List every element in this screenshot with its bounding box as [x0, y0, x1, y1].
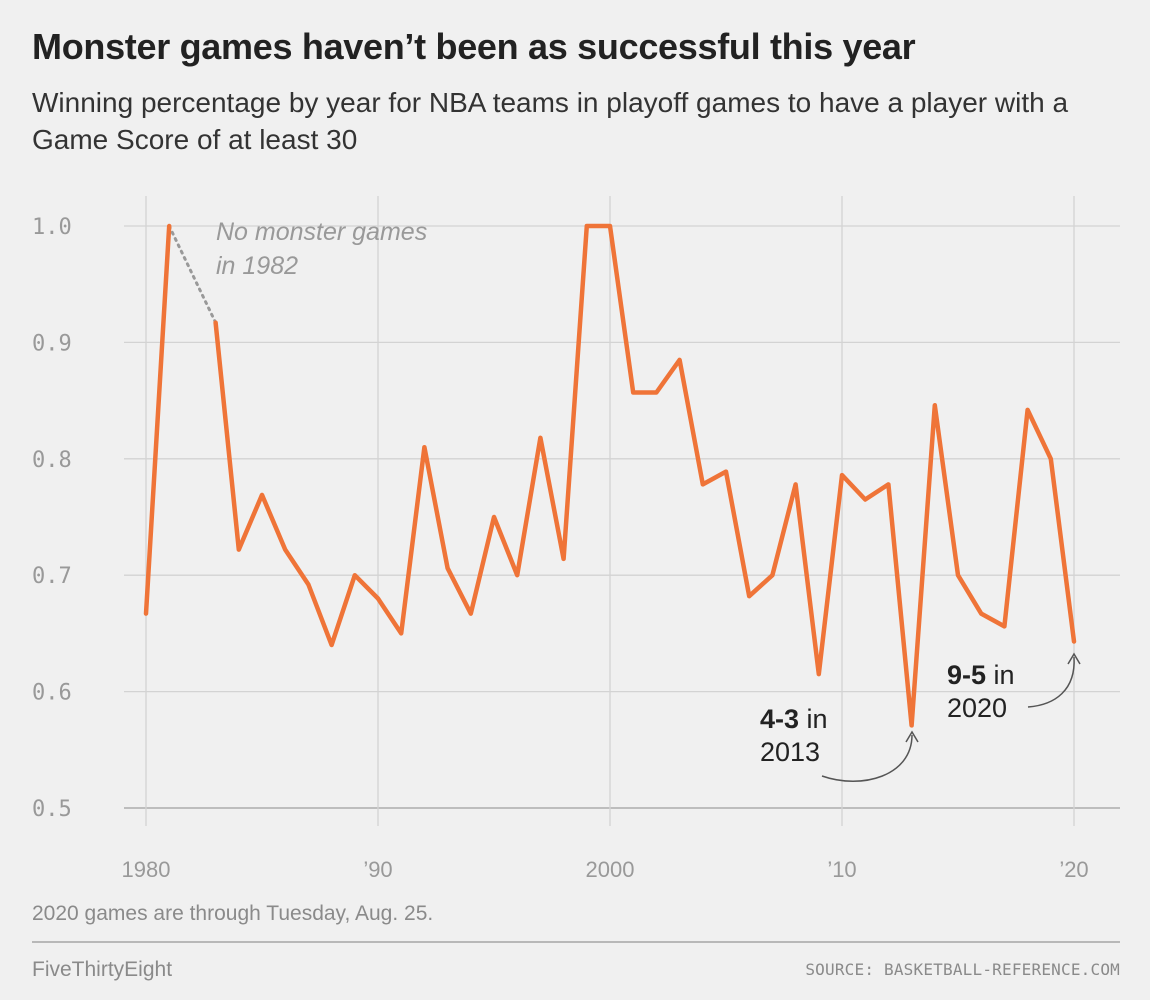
- series-line: [143, 223, 172, 616]
- series-lines: [143, 223, 1077, 728]
- series-line: [213, 223, 1077, 728]
- annotation-2013: 4-3 in 2013: [760, 704, 835, 767]
- y-tick-label: 0.5: [32, 797, 72, 822]
- chart-footnote: 2020 games are through Tuesday, Aug. 25.: [32, 902, 434, 925]
- annotation-2013-arrowhead: [905, 730, 919, 743]
- chart-subtitle: Winning percentage by year for NBA teams…: [32, 87, 1069, 155]
- annotation-2013-in: in: [799, 704, 828, 734]
- grid-lines: [124, 196, 1120, 826]
- annotation-2020-in: in: [986, 660, 1015, 690]
- gap-dotted-line: [167, 224, 218, 325]
- source-label: SOURCE: BASKETBALL-REFERENCE.COM: [805, 960, 1120, 979]
- y-tick-label: 0.8: [32, 448, 72, 473]
- y-tick-label: 0.9: [32, 331, 72, 356]
- annotation-2020-record: 9-5: [947, 660, 986, 690]
- footer-divider: [32, 941, 1120, 943]
- y-tick-label: 0.7: [32, 564, 72, 589]
- annotation-2013-record: 4-3: [760, 704, 799, 734]
- annotation-no-games-1982: No monster games in 1982: [216, 218, 434, 280]
- x-tick-label: ’10: [827, 857, 856, 882]
- annotation-2020-year: 2020: [947, 693, 1007, 723]
- annotation-2020-arrow: [1027, 656, 1075, 708]
- annotation-no-games-line2: in 1982: [216, 252, 298, 280]
- x-tick-label: ’90: [363, 857, 392, 882]
- x-axis-tick-labels: 1980 ’90 2000 ’10 ’20: [122, 857, 1089, 882]
- chart-title: Monster games haven’t been as successful…: [32, 26, 916, 67]
- line-chart: 1.0 0.9 0.8 0.7 0.6 0.5 1980 ’90 2000 ’10 ’20 No …: [32, 196, 1120, 882]
- x-tick-label: 2000: [586, 857, 635, 882]
- annotation-no-games-line1: No monster games: [216, 218, 427, 246]
- y-tick-label: 1.0: [32, 215, 72, 240]
- annotation-2020-arrowhead: [1067, 652, 1081, 665]
- brand-label: FiveThirtyEight: [32, 958, 173, 981]
- y-tick-label: 0.6: [32, 681, 72, 706]
- y-axis-tick-labels: 1.0 0.9 0.8 0.7 0.6 0.5: [32, 215, 72, 822]
- annotation-2020: 9-5 in 2020: [947, 660, 1022, 723]
- x-tick-label: ’20: [1059, 857, 1088, 882]
- annotation-2013-year: 2013: [760, 737, 820, 767]
- annotation-2013-arrow: [821, 734, 913, 783]
- missing-data-connector: [167, 224, 218, 325]
- x-tick-label: 1980: [122, 857, 171, 882]
